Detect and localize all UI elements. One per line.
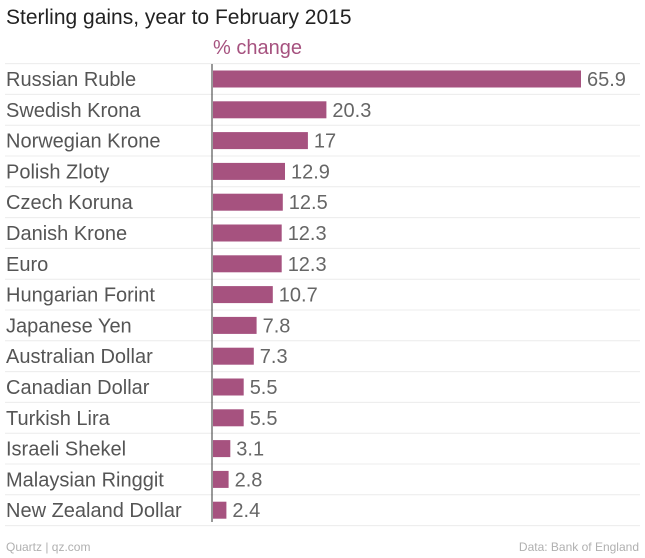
category-label: Norwegian Krone xyxy=(6,131,161,153)
category-label: Russian Ruble xyxy=(6,69,136,91)
value-label: 12.5 xyxy=(289,192,328,214)
bar xyxy=(213,193,283,211)
value-labels: 65.9 20.3 17 12.9 12.5 12.3 12.3 10.7 7.8 7.3 5.5 5… xyxy=(232,69,626,522)
value-label: 7.3 xyxy=(260,346,288,368)
value-label: 7.8 xyxy=(263,315,291,337)
category-label: Czech Koruna xyxy=(6,192,134,214)
bar xyxy=(213,286,273,304)
category-label: Hungarian Forint xyxy=(6,285,155,307)
bar xyxy=(213,470,229,488)
chart-title: Sterling gains, year to February 2015 xyxy=(6,6,352,29)
category-label: Australian Dollar xyxy=(6,346,153,368)
bar-chart: Russian Ruble Swedish Krona Norwegian Kron… xyxy=(5,63,640,527)
category-label: Turkish Lira xyxy=(6,408,111,430)
category-label: Swedish Krona xyxy=(6,100,141,122)
value-label: 12.3 xyxy=(288,254,327,276)
value-label: 65.9 xyxy=(587,69,626,91)
value-label: 17 xyxy=(314,131,336,153)
category-label: Israeli Shekel xyxy=(6,439,126,461)
category-label: Polish Zloty xyxy=(6,161,109,183)
bar xyxy=(213,224,282,242)
value-label: 12.3 xyxy=(288,223,327,245)
gridlines xyxy=(5,63,640,527)
value-label: 20.3 xyxy=(332,100,371,122)
value-label: 2.4 xyxy=(232,500,260,522)
value-label: 10.7 xyxy=(279,285,318,307)
data-source: Data: Bank of England xyxy=(518,540,639,554)
value-label: 2.8 xyxy=(235,469,263,491)
bar xyxy=(213,101,327,119)
bar xyxy=(213,132,308,150)
category-label: Canadian Dollar xyxy=(6,377,150,399)
category-label: Japanese Yen xyxy=(6,315,132,337)
category-labels: Russian Ruble Swedish Krona Norwegian Kron… xyxy=(6,69,182,522)
bar xyxy=(213,501,227,519)
value-label: 3.1 xyxy=(236,439,264,461)
bar xyxy=(213,70,581,88)
unit-label: % change xyxy=(213,37,302,59)
bar xyxy=(213,409,244,427)
category-label: Euro xyxy=(6,254,48,276)
category-label: New Zealand Dollar xyxy=(6,500,182,522)
value-label: 5.5 xyxy=(250,377,278,399)
bar xyxy=(213,378,244,396)
bar xyxy=(213,316,257,334)
source-credit: Quartz | qz.com xyxy=(6,540,91,554)
bar xyxy=(213,347,254,365)
value-label: 12.9 xyxy=(291,161,330,183)
category-label: Danish Krone xyxy=(6,223,127,245)
bars xyxy=(213,70,581,519)
bar xyxy=(213,255,282,273)
bar xyxy=(213,162,285,180)
value-label: 5.5 xyxy=(250,408,278,430)
category-label: Malaysian Ringgit xyxy=(6,469,164,491)
bar xyxy=(213,440,231,458)
